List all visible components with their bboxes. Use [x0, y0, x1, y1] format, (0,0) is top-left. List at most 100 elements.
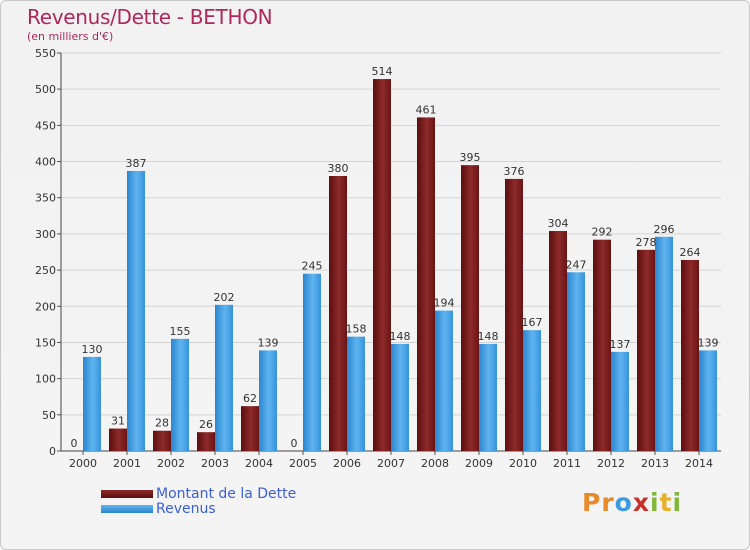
- x-tick-label: 2013: [641, 457, 669, 470]
- x-tick-label: 2007: [377, 457, 405, 470]
- data-label-revenus: 155: [170, 325, 191, 338]
- y-tick-label: 250: [35, 264, 56, 277]
- x-tick-label: 2001: [113, 457, 141, 470]
- logo-letter: r: [601, 488, 615, 517]
- x-tick-label: 2003: [201, 457, 229, 470]
- bar-dette-2008: [417, 117, 435, 452]
- logo-letter: i: [650, 488, 660, 517]
- bar-revenus-2001: [127, 170, 145, 451]
- bar-revenus-2010: [523, 330, 541, 451]
- x-tick-label: 2000: [69, 457, 97, 470]
- bar-dette-2003: [197, 432, 215, 451]
- data-label-revenus: 137: [610, 338, 631, 351]
- legend-label-dette: Montant de la Dette: [156, 486, 297, 502]
- logo-letter: i: [672, 488, 683, 517]
- chart-title: Revenus/Dette - BETHON: [27, 5, 273, 29]
- legend-swatch-dette: [101, 490, 153, 498]
- data-label-revenus: 148: [478, 330, 499, 343]
- logo-letter: x: [632, 488, 650, 517]
- x-tick-label: 2012: [597, 457, 625, 470]
- x-tick-label: 2010: [509, 457, 537, 470]
- bar-dette-2002: [153, 430, 171, 451]
- logo-letter: P: [582, 488, 602, 517]
- bar-revenus-2005: [303, 273, 321, 451]
- data-label-revenus: 139: [258, 336, 279, 349]
- data-label-revenus: 202: [214, 291, 235, 304]
- bar-revenus-2002: [171, 338, 189, 451]
- bar-dette-2010: [505, 178, 523, 451]
- bar-revenus-2014: [699, 350, 717, 451]
- x-tick-label: 2011: [553, 457, 581, 470]
- data-label-dette: 304: [548, 217, 569, 230]
- data-label-revenus: 247: [566, 258, 587, 271]
- data-label-revenus: 158: [346, 323, 367, 336]
- bar-dette-2012: [593, 239, 611, 451]
- data-label-revenus: 296: [654, 223, 675, 236]
- bar-revenus-2013: [655, 236, 673, 451]
- bar-dette-2014: [681, 259, 699, 451]
- data-label-dette: 278: [636, 236, 657, 249]
- chart-subtitle: (en milliers d'€): [27, 30, 114, 43]
- x-tick-label: 2014: [685, 457, 713, 470]
- legend-swatch-revenus: [101, 505, 153, 513]
- data-label-dette: 514: [372, 65, 393, 78]
- bar-dette-2006: [329, 176, 347, 451]
- data-label-revenus: 139: [698, 336, 719, 349]
- data-label-dette: 264: [680, 246, 701, 259]
- data-label-dette: 380: [328, 162, 349, 175]
- data-label-dette: 62: [243, 392, 257, 405]
- data-label-dette: 395: [460, 151, 481, 164]
- data-label-dette: 28: [155, 417, 169, 430]
- data-label-dette: 0: [291, 437, 298, 450]
- y-tick-label: 150: [35, 336, 56, 349]
- data-label-dette: 292: [592, 226, 613, 239]
- data-label-dette: 26: [199, 418, 213, 431]
- y-tick-label: 400: [35, 156, 56, 169]
- bar-revenus-2012: [611, 351, 629, 451]
- data-label-dette: 0: [71, 437, 78, 450]
- data-label-dette: 461: [416, 103, 437, 116]
- data-label-revenus: 387: [126, 157, 147, 170]
- x-tick-label: 2009: [465, 457, 493, 470]
- y-tick-label: 450: [35, 119, 56, 132]
- y-tick-label: 50: [42, 409, 56, 422]
- bar-revenus-2004: [259, 350, 277, 451]
- proxiti-logo: Proxiti: [582, 488, 682, 517]
- bar-revenus-2007: [391, 343, 409, 451]
- bar-dette-2011: [549, 231, 567, 451]
- bar-dette-2013: [637, 249, 655, 451]
- data-label-dette: 376: [504, 165, 525, 178]
- y-tick-label: 0: [49, 445, 56, 458]
- bar-dette-2009: [461, 165, 479, 451]
- logo-letter: t: [659, 488, 673, 517]
- data-label-revenus: 245: [302, 260, 323, 273]
- x-tick-label: 2006: [333, 457, 361, 470]
- bar-revenus-2008: [435, 310, 453, 451]
- bar-revenus-2009: [479, 343, 497, 451]
- x-tick-label: 2002: [157, 457, 185, 470]
- bar-revenus-2011: [567, 272, 585, 451]
- bar-revenus-2006: [347, 336, 365, 451]
- bar-dette-2001: [109, 428, 127, 451]
- y-tick-label: 500: [35, 83, 56, 96]
- data-label-revenus: 130: [82, 343, 103, 356]
- legend-label-revenus: Revenus: [156, 501, 216, 517]
- data-label-revenus: 148: [390, 330, 411, 343]
- y-tick-label: 350: [35, 192, 56, 205]
- data-label-dette: 31: [111, 415, 125, 428]
- bar-revenus-2003: [215, 304, 233, 451]
- y-tick-label: 550: [35, 47, 56, 60]
- bar-revenus-2000: [83, 356, 101, 451]
- bar-dette-2007: [373, 79, 391, 452]
- y-tick-label: 100: [35, 373, 56, 386]
- data-label-revenus: 167: [522, 316, 543, 329]
- y-tick-label: 300: [35, 228, 56, 241]
- bar-dette-2004: [241, 406, 259, 451]
- x-tick-label: 2008: [421, 457, 449, 470]
- logo-letter: o: [614, 488, 633, 517]
- data-label-revenus: 194: [434, 297, 455, 310]
- x-tick-label: 2005: [289, 457, 317, 470]
- y-tick-label: 200: [35, 300, 56, 313]
